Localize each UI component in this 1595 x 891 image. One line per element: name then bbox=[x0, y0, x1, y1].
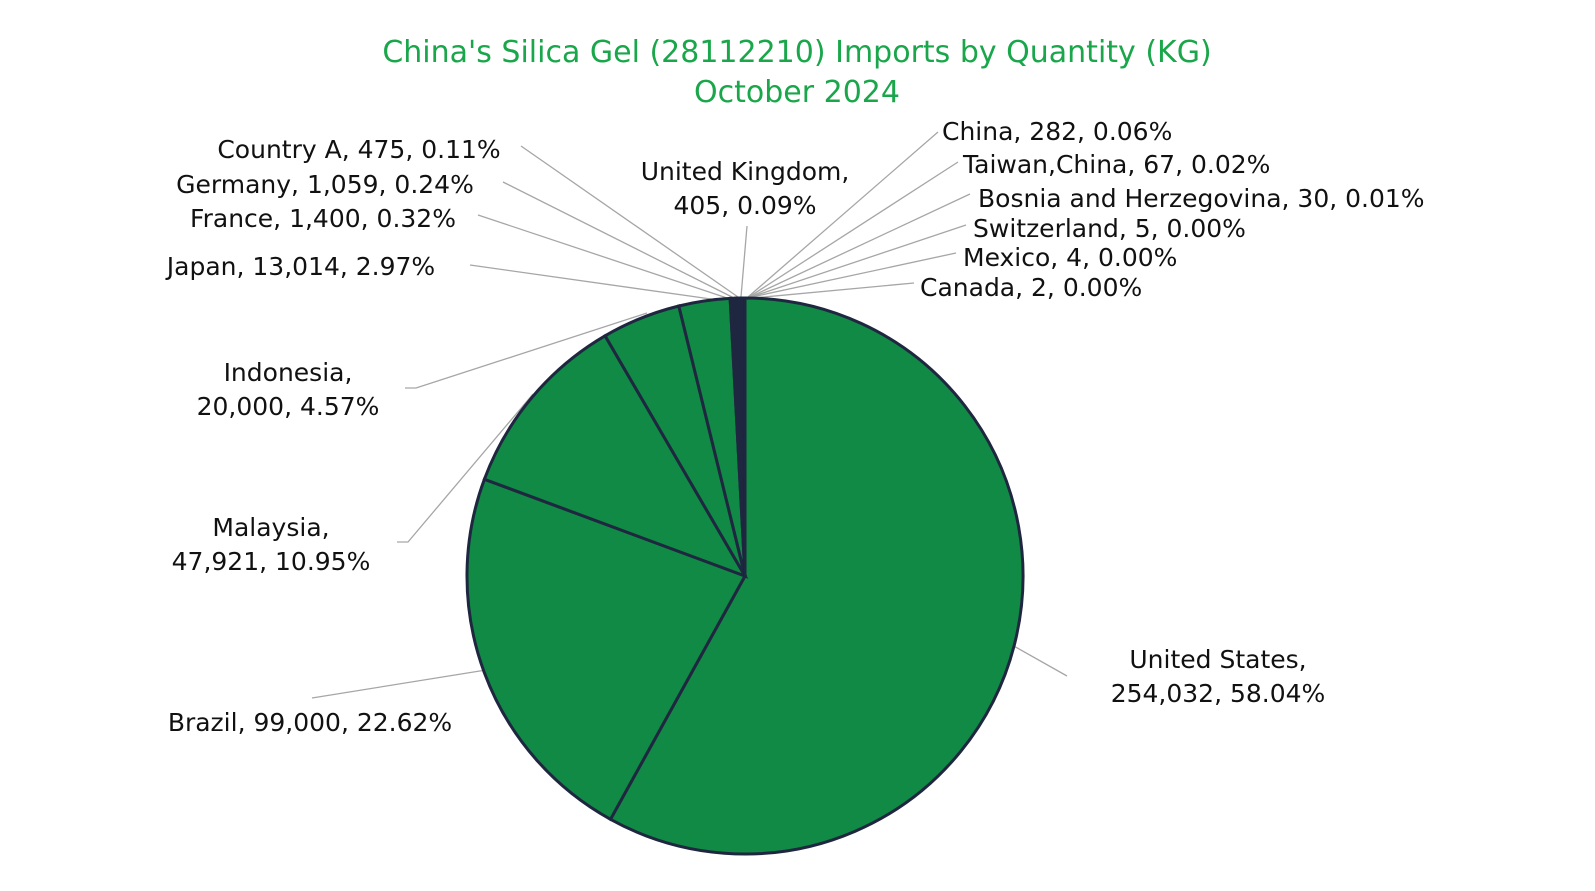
data-label-line: France, 1,400, 0.32% bbox=[190, 204, 456, 233]
data-label-line: Bosnia and Herzegovina, 30, 0.01% bbox=[978, 184, 1425, 213]
data-label-brazil: Brazil, 99,000, 22.62% bbox=[168, 708, 452, 737]
data-label-united-kingdom: United Kingdom, 405, 0.09% bbox=[641, 157, 850, 220]
data-label-line: United States, bbox=[1129, 645, 1306, 674]
data-label-germany: Germany, 1,059, 0.24% bbox=[176, 170, 474, 199]
chart-subtitle: October 2024 bbox=[694, 75, 900, 110]
data-label-line: Malaysia, bbox=[212, 513, 329, 542]
data-label-line: 47,921, 10.95% bbox=[172, 547, 371, 576]
leader-line-france bbox=[478, 215, 727, 298]
data-label-bosnia-and-herzegovina: Bosnia and Herzegovina, 30, 0.01% bbox=[978, 184, 1425, 213]
leader-line-brazil bbox=[312, 670, 486, 698]
data-label-line: Brazil, 99,000, 22.62% bbox=[168, 708, 452, 737]
data-label-line: Indonesia, bbox=[224, 358, 353, 387]
data-label-united-states: United States, 254,032, 58.04% bbox=[1111, 645, 1326, 708]
leader-line-united-kingdom bbox=[741, 226, 747, 297]
data-label-line: China, 282, 0.06% bbox=[942, 117, 1172, 146]
data-label-taiwan-china: Taiwan,China, 67, 0.02% bbox=[962, 150, 1270, 179]
data-label-switzerland: Switzerland, 5, 0.00% bbox=[973, 214, 1246, 243]
data-label-line: Taiwan,China, 67, 0.02% bbox=[962, 150, 1270, 179]
data-label-line: 405, 0.09% bbox=[673, 191, 816, 220]
data-label-line: United Kingdom, bbox=[641, 157, 850, 186]
leader-line-united-states bbox=[1012, 645, 1067, 676]
leader-line-canada bbox=[753, 283, 914, 298]
data-label-line: 20,000, 4.57% bbox=[197, 392, 380, 421]
data-label-france: France, 1,400, 0.32% bbox=[190, 204, 456, 233]
data-label-indonesia: Indonesia, 20,000, 4.57% bbox=[197, 358, 380, 421]
data-label-line: Germany, 1,059, 0.24% bbox=[176, 170, 474, 199]
data-label-line: Switzerland, 5, 0.00% bbox=[973, 214, 1246, 243]
data-label-line: Japan, 13,014, 2.97% bbox=[165, 252, 435, 281]
data-label-country-a: Country A, 475, 0.11% bbox=[217, 135, 500, 164]
data-label-china: China, 282, 0.06% bbox=[942, 117, 1172, 146]
data-label-line: Mexico, 4, 0.00% bbox=[963, 243, 1177, 272]
chart-title: China's Silica Gel (28112210) Imports by… bbox=[382, 35, 1211, 70]
pie-slices bbox=[467, 298, 1023, 854]
data-label-line: 254,032, 58.04% bbox=[1111, 679, 1326, 708]
data-label-malaysia: Malaysia, 47,921, 10.95% bbox=[172, 513, 371, 576]
data-label-mexico: Mexico, 4, 0.00% bbox=[963, 243, 1177, 272]
data-label-canada: Canada, 2, 0.00% bbox=[920, 273, 1142, 302]
data-label-line: Country A, 475, 0.11% bbox=[217, 135, 500, 164]
data-label-line: Canada, 2, 0.00% bbox=[920, 273, 1142, 302]
data-label-japan: Japan, 13,014, 2.97% bbox=[165, 252, 435, 281]
